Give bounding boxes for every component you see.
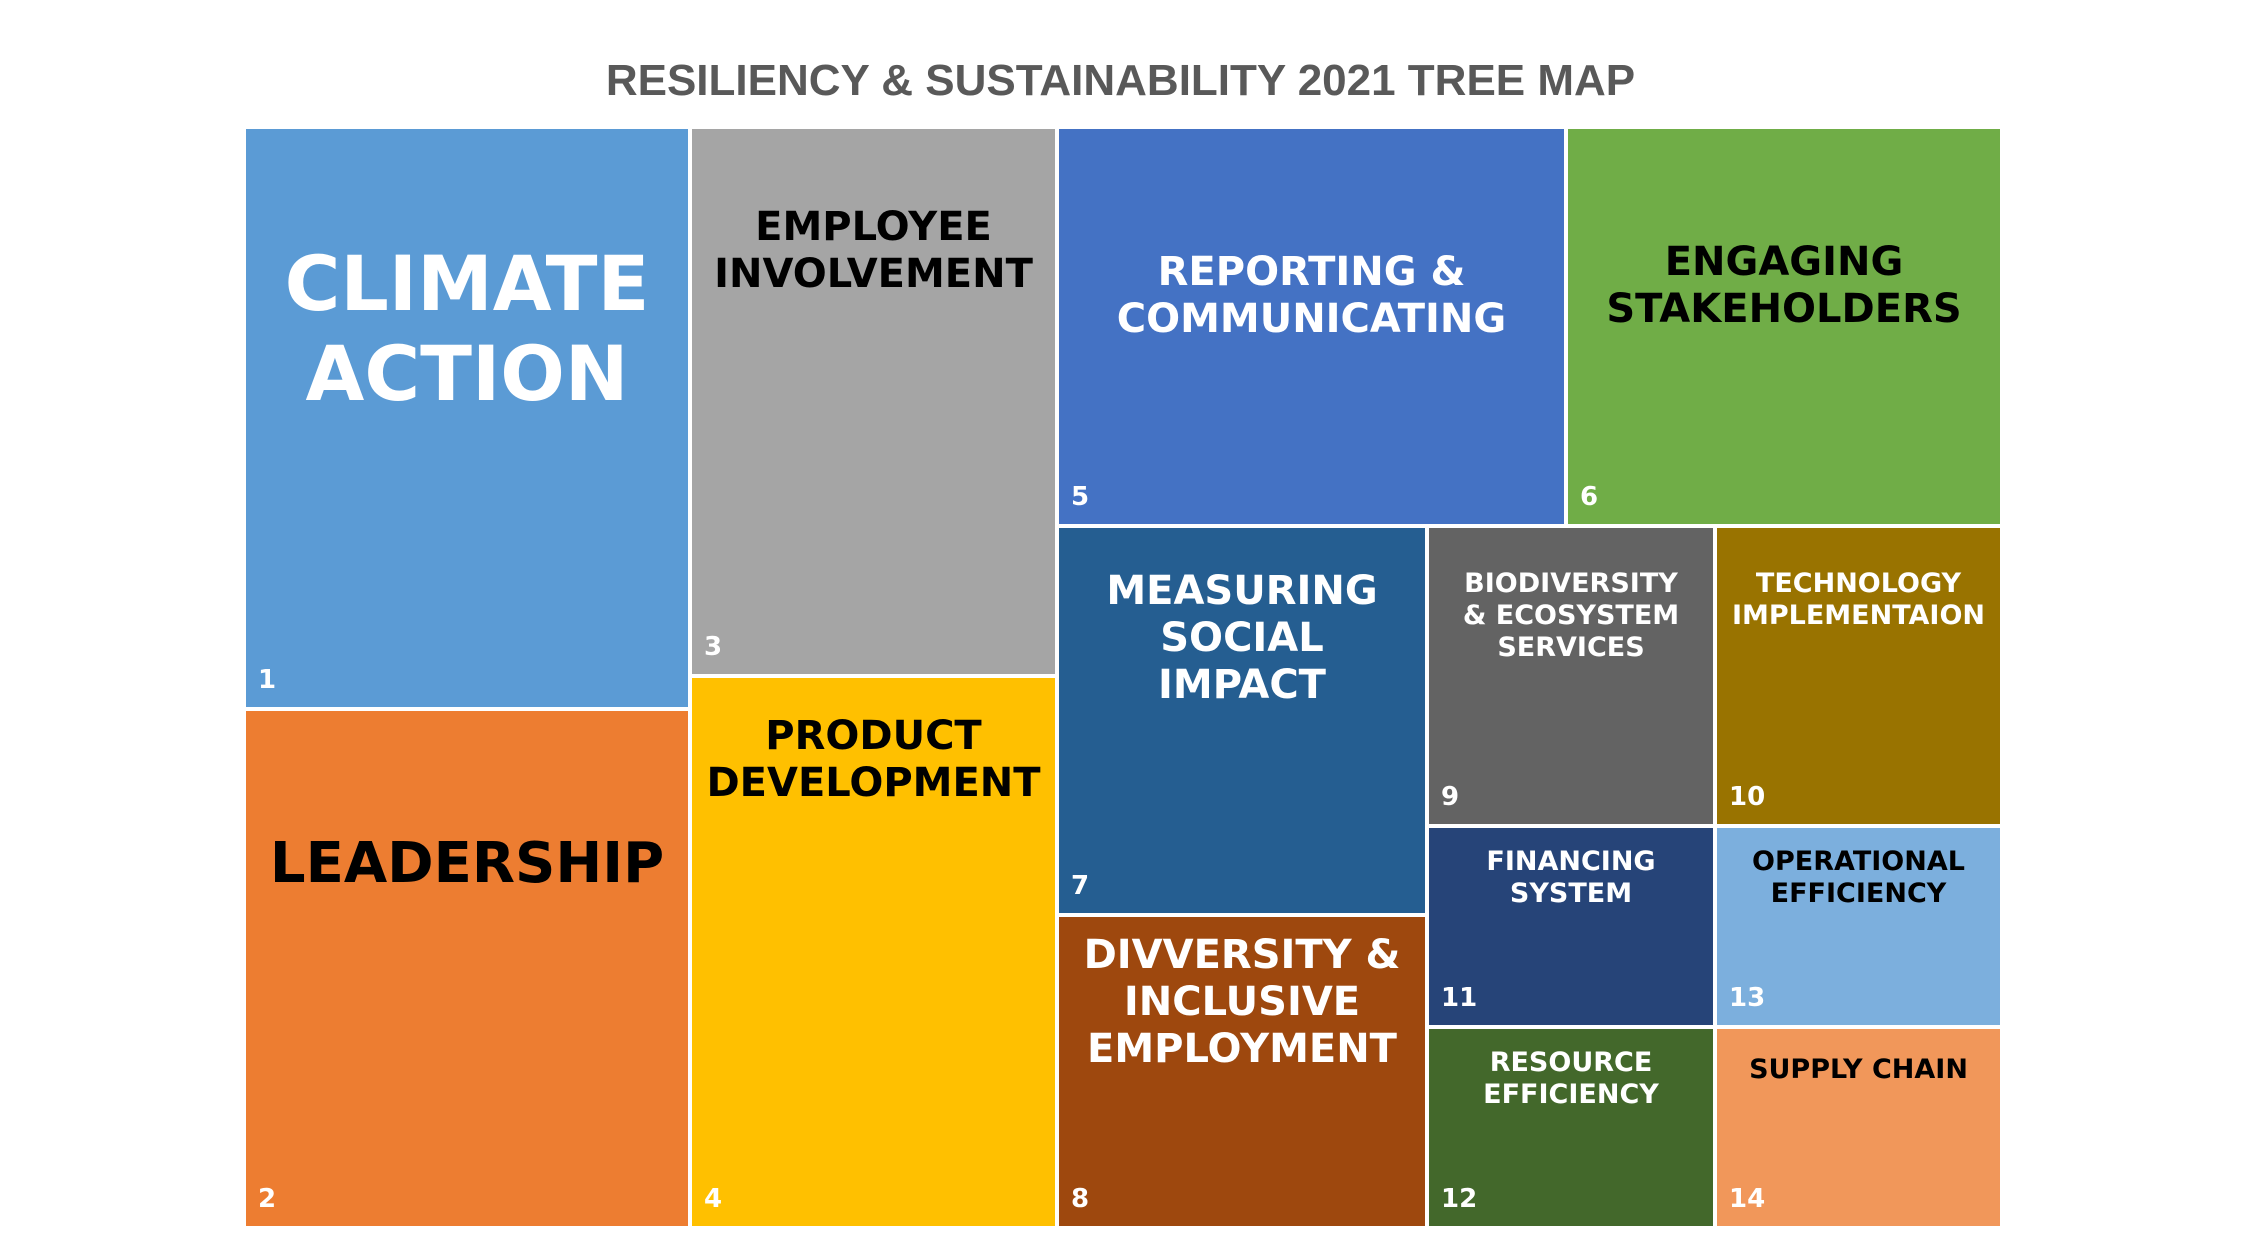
treemap-tile: REPORTING & COMMUNICATING 5 <box>1057 127 1566 526</box>
tile-label: MEASURING SOCIAL IMPACT <box>1106 568 1378 709</box>
tile-rank: 2 <box>258 1184 277 1214</box>
tile-label: REPORTING & COMMUNICATING <box>1116 249 1507 343</box>
treemap-tile: CLIMATE ACTION 1 <box>244 127 690 709</box>
tile-rank: 3 <box>704 632 723 662</box>
tile-label: TECHNOLOGY IMPLEMENTAION <box>1731 568 1986 631</box>
tile-label: LEADERSHIP <box>269 831 665 896</box>
tile-rank: 8 <box>1071 1184 1090 1214</box>
treemap-tile: OPERATIONAL EFFICIENCY 13 <box>1715 826 2002 1027</box>
tile-label: EMPLOYEE INVOLVEMENT <box>714 204 1033 298</box>
tile-rank: 12 <box>1441 1184 1478 1214</box>
tile-label: BIODIVERSITY & ECOSYSTEM SERVICES <box>1462 568 1680 663</box>
tile-rank: 6 <box>1580 482 1599 512</box>
tile-label: ENGAGING STAKEHOLDERS <box>1606 239 1962 333</box>
tile-rank: 11 <box>1441 983 1478 1013</box>
treemap-tile: DIVVERSITY & INCLUSIVE EMPLOYMENT 8 <box>1057 915 1427 1228</box>
treemap-tile: TECHNOLOGY IMPLEMENTAION 10 <box>1715 526 2002 826</box>
tile-rank: 14 <box>1729 1184 1766 1214</box>
tile-rank: 7 <box>1071 871 1090 901</box>
treemap-tile: BIODIVERSITY & ECOSYSTEM SERVICES 9 <box>1427 526 1715 826</box>
tile-rank: 5 <box>1071 482 1090 512</box>
treemap-tile: LEADERSHIP 2 <box>244 709 690 1228</box>
tile-label: FINANCING SYSTEM <box>1486 846 1656 909</box>
treemap-tile: MEASURING SOCIAL IMPACT 7 <box>1057 526 1427 915</box>
tile-label: SUPPLY CHAIN <box>1749 1054 1968 1085</box>
treemap-tile: EMPLOYEE INVOLVEMENT 3 <box>690 127 1057 676</box>
tile-label: CLIMATE ACTION <box>284 239 650 418</box>
tile-label: PRODUCT DEVELOPMENT <box>706 713 1041 807</box>
tile-rank: 10 <box>1729 782 1766 812</box>
tile-rank: 13 <box>1729 983 1766 1013</box>
tile-label: RESOURCE EFFICIENCY <box>1483 1047 1659 1110</box>
tile-rank: 4 <box>704 1184 723 1214</box>
tile-rank: 1 <box>258 665 277 695</box>
treemap-tile: RESOURCE EFFICIENCY 12 <box>1427 1027 1715 1228</box>
treemap-tile: SUPPLY CHAIN 14 <box>1715 1027 2002 1228</box>
tile-rank: 9 <box>1441 782 1460 812</box>
chart-title: RESILIENCY & SUSTAINABILITY 2021 TREE MA… <box>605 56 1636 105</box>
tile-label: DIVVERSITY & INCLUSIVE EMPLOYMENT <box>1083 932 1401 1073</box>
treemap-tile: ENGAGING STAKEHOLDERS 6 <box>1566 127 2002 526</box>
tile-label: OPERATIONAL EFFICIENCY <box>1752 846 1965 909</box>
treemap-tile: FINANCING SYSTEM 11 <box>1427 826 1715 1027</box>
treemap-tile: PRODUCT DEVELOPMENT 4 <box>690 676 1057 1228</box>
